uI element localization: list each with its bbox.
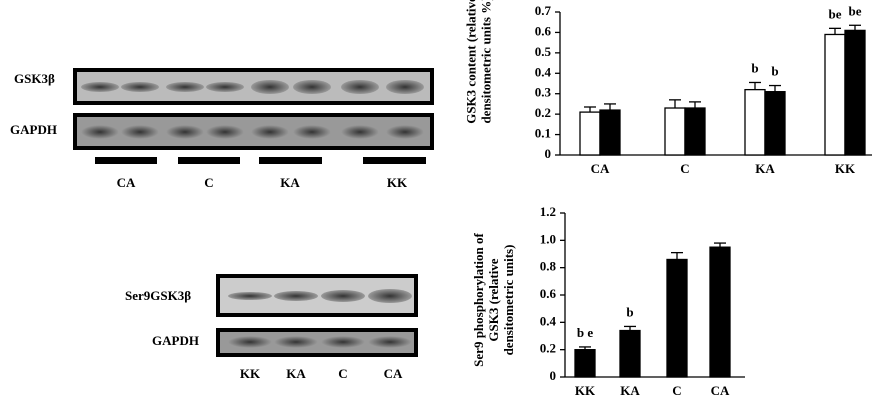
bar: [844, 29, 866, 156]
blot-row-label: GSK3β: [14, 71, 55, 86]
y-axis-label-line: GSK3 content (relative: [463, 0, 478, 124]
band: [341, 125, 379, 139]
y-tick-label: 0.4: [540, 313, 557, 328]
y-tick-label: 0.6: [540, 286, 557, 301]
bar: [684, 107, 706, 156]
bar: [764, 91, 786, 156]
group-label: KK: [387, 175, 408, 190]
blot-row-label: GAPDH: [152, 333, 199, 348]
y-axis-label-line: GSK3 (relative: [486, 258, 501, 341]
annotation: b e: [577, 325, 593, 340]
y-axis-label-line: densitometric units %): [478, 0, 493, 124]
band: [293, 80, 331, 94]
y-tick-label: 0.7: [535, 3, 552, 18]
band: [293, 125, 331, 139]
band: [274, 336, 318, 348]
y-tick-label: 0.2: [540, 341, 556, 356]
x-tick-label: KA: [755, 161, 775, 176]
x-tick-label: KA: [620, 383, 640, 398]
band: [206, 82, 244, 92]
lane-label: KA: [286, 366, 306, 381]
y-tick-label: 0.1: [535, 126, 551, 141]
x-tick-label: C: [680, 161, 689, 176]
y-tick-label: 1.0: [540, 231, 556, 246]
y-tick-label: 0.3: [535, 85, 552, 100]
y-tick-label: 0: [550, 368, 557, 383]
blot-top: GSK3β GAPDH CA C KA KK: [10, 68, 434, 190]
band: [274, 291, 318, 301]
bar: [664, 107, 686, 156]
y-tick-label: 0.6: [535, 23, 552, 38]
x-tick-label: C: [672, 383, 681, 398]
blot-row-label: Ser9GSK3β: [125, 288, 191, 303]
annotation: be: [829, 6, 842, 21]
y-tick-label: 1.2: [540, 204, 556, 219]
bar: [574, 349, 596, 378]
bar: [579, 111, 601, 156]
group-label: KA: [280, 175, 300, 190]
bar: [709, 246, 731, 378]
x-tick-label: KK: [575, 383, 596, 398]
y-axis-label: Ser9 phosphorylation ofGSK3 (relativeden…: [471, 233, 516, 367]
band: [321, 290, 365, 302]
band: [121, 125, 159, 139]
y-tick-label: 0.2: [535, 105, 551, 120]
y-axis-label-line: Ser9 phosphorylation of: [471, 233, 486, 367]
y-tick-label: 0.4: [535, 64, 552, 79]
y-tick-label: 0: [545, 146, 552, 161]
x-tick-label: KK: [835, 161, 856, 176]
band: [81, 82, 119, 92]
band: [228, 336, 272, 348]
y-axis-label-line: densitometric units): [501, 245, 516, 356]
band: [368, 336, 412, 348]
band: [341, 80, 379, 94]
band: [206, 125, 244, 139]
band: [386, 125, 424, 139]
band: [166, 125, 204, 139]
bar: [599, 109, 621, 156]
bar: [619, 329, 641, 378]
band: [251, 80, 289, 94]
y-tick-label: 0.8: [540, 259, 557, 274]
band: [251, 125, 289, 139]
x-tick-label: CA: [591, 161, 610, 176]
bar: [824, 33, 846, 156]
y-axis-label: GSK3 content (relativedensitometric unit…: [463, 0, 493, 124]
x-tick-label: CA: [711, 383, 730, 398]
annotation: be: [849, 3, 862, 18]
band: [321, 336, 365, 348]
band: [386, 80, 424, 94]
band: [228, 292, 272, 300]
lane-label: CA: [384, 366, 403, 381]
band: [368, 289, 412, 303]
lane-label: C: [338, 366, 347, 381]
lane-label: KK: [240, 366, 261, 381]
bar: [744, 88, 766, 156]
annotation: b: [751, 60, 758, 75]
annotation: b: [771, 64, 778, 79]
group-label: C: [204, 175, 213, 190]
y-tick-label: 0.5: [535, 44, 552, 59]
blot-row-label: GAPDH: [10, 122, 57, 137]
band: [166, 82, 204, 92]
blot-bottom: Ser9GSK3β GAPDH KK KA C CA: [125, 274, 418, 381]
band: [81, 125, 119, 139]
annotation: b: [626, 304, 633, 319]
band: [121, 82, 159, 92]
group-label: CA: [117, 175, 136, 190]
bar: [666, 258, 688, 378]
